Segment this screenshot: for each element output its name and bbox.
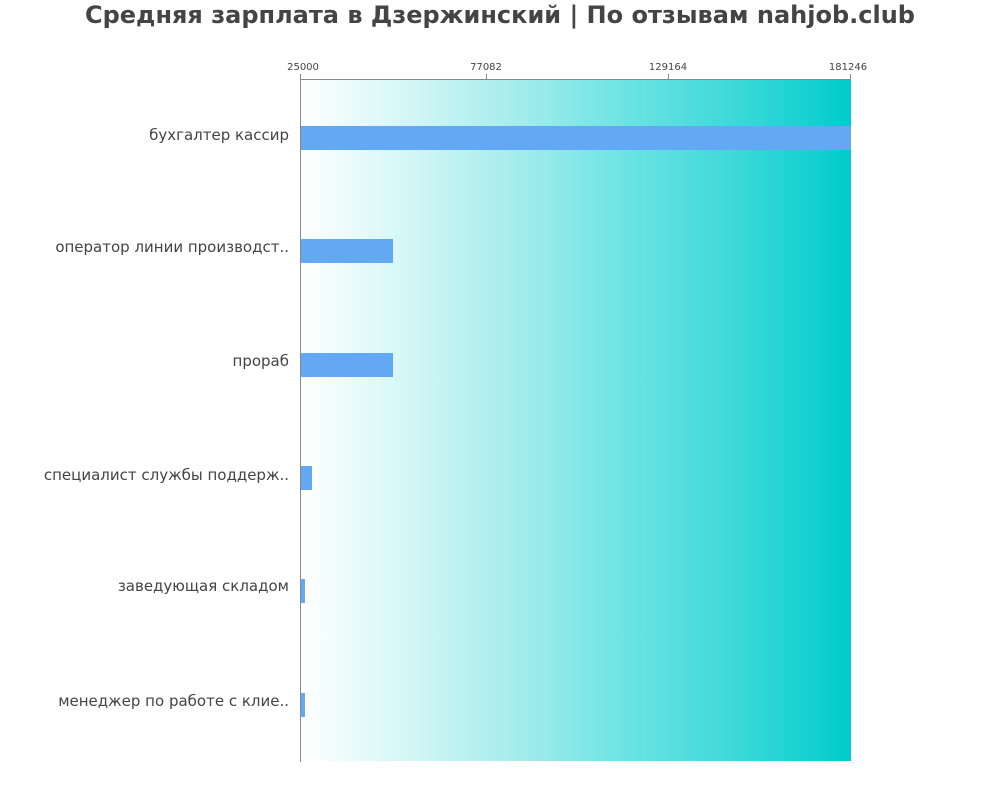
x-axis-line (300, 79, 851, 80)
x-tick (668, 74, 669, 80)
category-label: заведующая складом (117, 577, 289, 595)
x-tick-label: 181246 (828, 62, 868, 73)
x-tick (300, 74, 301, 80)
category-label: оператор линии производст.. (55, 238, 289, 256)
bar (301, 579, 306, 603)
x-tick-label: 25000 (287, 62, 319, 73)
bar (301, 126, 851, 150)
chart-title: Средняя зарплата в Дзержинский | По отзы… (84, 1, 915, 29)
bar (301, 353, 393, 377)
y-axis-line (300, 80, 301, 762)
x-tick-label: 77082 (470, 62, 502, 73)
category-label: прораб (232, 352, 289, 370)
category-label: менеджер по работе с клие.. (58, 692, 289, 710)
category-label: специалист службы поддерж.. (43, 466, 289, 484)
x-tick (850, 74, 851, 80)
category-label: бухгалтер кассир (149, 126, 289, 144)
x-tick (486, 74, 487, 80)
plot-area (300, 80, 851, 761)
bar (301, 693, 305, 717)
bar (301, 239, 393, 263)
bar (301, 466, 312, 490)
x-tick-label: 129164 (648, 62, 688, 73)
